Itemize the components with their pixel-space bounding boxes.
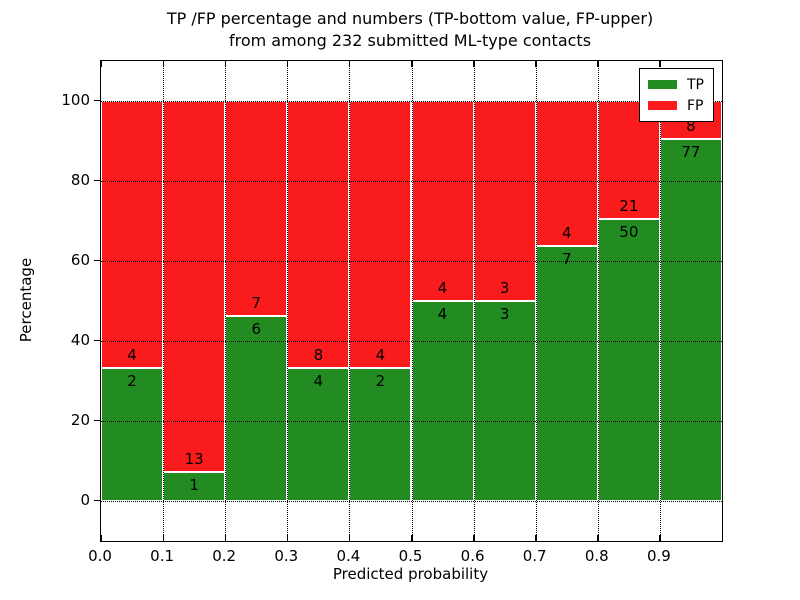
chart-title: TP /FP percentage and numbers (TP-bottom… xyxy=(0,8,800,52)
x-tickmark-bottom xyxy=(659,535,661,541)
bar-segment-fp xyxy=(101,101,164,368)
bar-segment-tp xyxy=(659,138,722,501)
fp-count-label: 4 xyxy=(437,279,448,297)
x-tickmark-top xyxy=(411,61,413,67)
x-tickmark-bottom xyxy=(286,535,289,541)
y-tick-label: 40 xyxy=(70,331,90,349)
x-gridline xyxy=(597,61,599,541)
chart-title-line1: TP /FP percentage and numbers (TP-bottom… xyxy=(166,9,654,28)
x-axis-label: Predicted probability xyxy=(332,565,489,583)
bar-segment-fp xyxy=(349,101,412,368)
bar-segment-fp xyxy=(225,101,288,317)
bar-segment-tp xyxy=(101,367,164,501)
fp-count-label: 3 xyxy=(499,279,510,297)
x-tickmark-bottom xyxy=(100,535,102,541)
bar-segment-tp xyxy=(597,219,660,501)
fp-count-label: 13 xyxy=(184,450,204,469)
x-tick-label: 0.5 xyxy=(398,547,423,565)
x-gridline xyxy=(349,61,351,541)
chart-title-line2: from among 232 submitted ML-type contact… xyxy=(228,31,592,50)
fp-count-label: 4 xyxy=(375,345,386,364)
x-tickmark-bottom xyxy=(224,535,227,541)
x-tickmark-bottom xyxy=(162,535,165,541)
y-tick-label: 0 xyxy=(80,491,90,509)
tp-count-label: 7 xyxy=(561,250,572,269)
bar-segment-tp xyxy=(225,316,288,501)
y-tickmark xyxy=(94,99,100,101)
tp-count-label: 1 xyxy=(189,476,199,495)
tp-count-label: 4 xyxy=(313,371,324,390)
x-tickmark-bottom xyxy=(348,535,351,541)
tp-count-label: 77 xyxy=(681,142,701,161)
x-tickmark-top xyxy=(348,61,351,67)
y-tickmark xyxy=(94,179,100,181)
x-tick-label: 0.7 xyxy=(522,547,547,565)
legend-row: FP xyxy=(648,95,704,116)
x-tickmark-top xyxy=(100,61,102,67)
x-tick-label: 0.0 xyxy=(88,547,112,565)
x-gridline xyxy=(287,61,289,541)
fp-legend-swatch xyxy=(648,101,677,110)
x-tick-label: 0.3 xyxy=(274,547,299,565)
tp-legend-swatch xyxy=(648,80,677,89)
tp-count-label: 2 xyxy=(127,371,137,390)
x-tick-label: 0.2 xyxy=(212,547,237,565)
bar-segment-fp xyxy=(287,101,350,368)
x-tickmark-top xyxy=(597,61,599,67)
x-tick-label: 0.6 xyxy=(460,547,485,565)
y-tick-label: 20 xyxy=(70,411,90,429)
tp-count-label: 3 xyxy=(499,305,510,323)
tp-count-label: 2 xyxy=(375,371,386,390)
y-tickmark xyxy=(94,499,100,501)
y-tick-label: 80 xyxy=(70,171,90,189)
x-tickmark-top xyxy=(535,61,537,67)
x-tickmark-top xyxy=(473,61,475,67)
legend: TP FP xyxy=(639,68,714,122)
x-tick-label: 0.4 xyxy=(336,547,361,565)
tp-count-label: 50 xyxy=(619,223,639,242)
plot-area: 4 2 13 1 7 6 8 4 4 2 4 4 3 3 4 7 21 50 8 77 TP FP xyxy=(100,60,723,542)
y-tickmark xyxy=(94,419,100,421)
y-axis-label: Percentage xyxy=(17,257,35,343)
x-gridline xyxy=(659,61,661,541)
fp-count-label: 8 xyxy=(313,345,324,364)
x-tickmark-bottom xyxy=(411,535,413,541)
fp-count-label: 21 xyxy=(619,197,639,216)
y-tickmark xyxy=(94,339,100,341)
x-tickmark-top xyxy=(659,61,661,67)
x-tick-label: 0.9 xyxy=(646,547,671,565)
x-gridline xyxy=(473,61,475,541)
fp-count-label: 4 xyxy=(561,224,572,243)
legend-label-tp: TP xyxy=(687,76,704,93)
x-tickmark-bottom xyxy=(473,535,475,541)
x-tickmark-bottom xyxy=(535,535,537,541)
fp-count-label: 4 xyxy=(127,345,137,364)
x-gridline xyxy=(411,61,413,541)
x-tick-label: 0.8 xyxy=(584,547,609,565)
legend-label-fp: FP xyxy=(687,97,704,114)
bar-segment-fp xyxy=(411,101,474,301)
tp-count-label: 4 xyxy=(437,305,448,323)
y-tick-label: 60 xyxy=(70,251,90,269)
x-gridline xyxy=(225,61,227,541)
x-tickmark-top xyxy=(286,61,289,67)
bar-segment-fp xyxy=(163,101,226,473)
x-gridline xyxy=(535,61,537,541)
tp-count-label: 6 xyxy=(251,320,262,339)
bar-segment-fp xyxy=(473,101,536,301)
x-tick-label: 0.1 xyxy=(150,547,175,565)
x-tickmark-top xyxy=(224,61,227,67)
x-tickmark-top xyxy=(162,61,165,67)
bar-segment-tp xyxy=(411,301,474,501)
x-tickmark-bottom xyxy=(597,535,599,541)
fp-count-label: 8 xyxy=(686,116,696,135)
bar-segment-tp xyxy=(473,301,536,501)
y-tick-label: 100 xyxy=(61,91,90,109)
bar-segment-tp xyxy=(535,246,598,501)
x-gridline xyxy=(163,61,165,541)
y-tickmark xyxy=(94,259,100,261)
legend-row: TP xyxy=(648,74,704,95)
fp-count-label: 7 xyxy=(251,294,262,313)
